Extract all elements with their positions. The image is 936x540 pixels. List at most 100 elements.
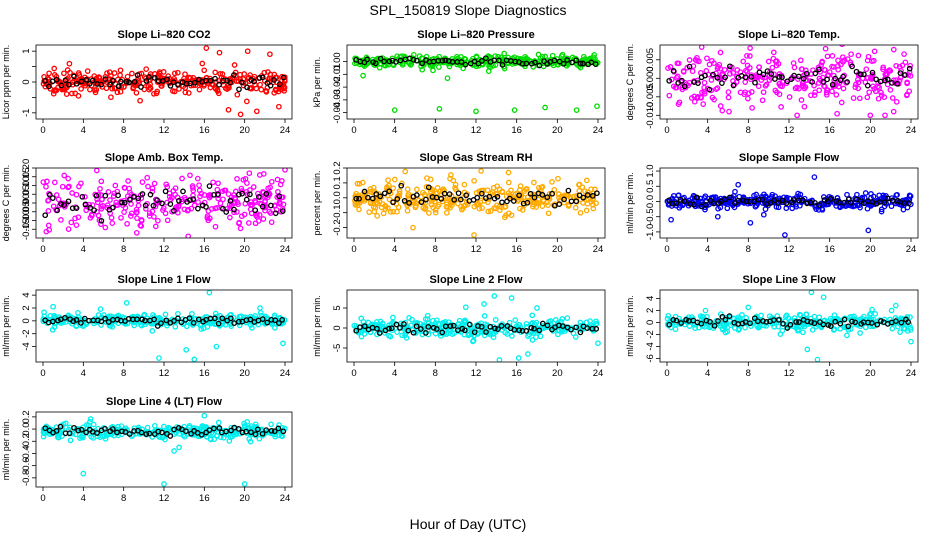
data-point <box>65 184 71 191</box>
reference-point <box>580 194 587 201</box>
y-tick-label: -2 <box>21 329 32 337</box>
data-point <box>698 45 705 50</box>
reference-point <box>259 316 266 322</box>
reference-point <box>670 68 677 74</box>
reference-point <box>539 191 546 198</box>
data-point <box>359 179 366 186</box>
reference-point <box>98 318 105 325</box>
data-point <box>367 188 374 195</box>
data-point <box>816 314 823 321</box>
reference-point <box>751 315 758 322</box>
data-point <box>887 67 894 74</box>
data-point <box>109 85 116 92</box>
reference-point <box>858 71 864 78</box>
data-point <box>864 205 871 212</box>
reference-point <box>549 190 555 197</box>
data-point <box>772 87 779 94</box>
reference-point <box>809 79 815 85</box>
y-tick-label: -0.4 <box>21 445 32 461</box>
data-point <box>904 80 910 87</box>
reference-point <box>455 190 462 197</box>
reference-point <box>730 82 737 89</box>
data-point <box>220 434 227 441</box>
x-tick-label: 8 <box>433 368 438 379</box>
data-point <box>533 334 539 341</box>
reference-point <box>413 323 420 330</box>
data-point <box>169 195 175 201</box>
reference-point <box>374 325 380 332</box>
data-point <box>234 175 240 182</box>
data-point <box>158 83 165 89</box>
data-point <box>785 315 792 322</box>
reference-point <box>673 317 680 324</box>
data-point <box>258 86 265 93</box>
reference-point <box>215 320 222 327</box>
reference-point <box>143 431 150 437</box>
data-point <box>151 90 157 97</box>
data-point <box>812 89 818 96</box>
data-point <box>813 202 819 209</box>
plot-panel: Slope Li–820 Temp. degrees C per min. 0 4 8 1… <box>625 29 919 136</box>
data-point <box>445 330 452 336</box>
data-point <box>106 69 113 75</box>
reference-point <box>884 76 891 83</box>
data-point <box>443 209 450 216</box>
reference-point <box>73 317 80 323</box>
data-point <box>179 175 185 182</box>
data-point <box>704 55 710 62</box>
reference-point <box>231 72 237 78</box>
data-point <box>484 187 491 194</box>
data-point <box>536 184 542 191</box>
reference-point <box>804 318 811 325</box>
data-point <box>878 208 885 215</box>
y-tick-label: 0.1 <box>332 176 343 189</box>
reference-point <box>803 70 810 77</box>
data-point <box>531 179 537 186</box>
data-point <box>803 311 810 318</box>
data-point <box>68 219 75 226</box>
reference-point <box>239 190 245 197</box>
reference-point <box>127 196 133 203</box>
reference-point <box>110 77 116 84</box>
data-point <box>225 314 231 321</box>
reference-point <box>425 184 432 191</box>
data-point <box>833 91 840 98</box>
data-point <box>902 59 909 66</box>
reference-point <box>536 62 543 69</box>
reference-point <box>565 187 572 194</box>
data-point <box>182 71 188 78</box>
data-point <box>529 312 536 319</box>
reference-point <box>231 206 237 213</box>
panel-title: Slope Li–820 Temp. <box>738 29 840 41</box>
reference-point <box>54 207 61 214</box>
data-point <box>247 202 254 208</box>
x-tick-label: 4 <box>392 125 397 136</box>
data-point <box>153 90 160 97</box>
data-point <box>414 186 420 193</box>
data-point <box>162 311 169 318</box>
plot-panel: Slope Line 3 Flow ml/min per min. 0 4 8 12 16 2… <box>625 274 919 379</box>
reference-point <box>223 428 229 435</box>
reference-point <box>252 207 259 214</box>
data-point <box>195 199 201 205</box>
data-point <box>882 112 888 119</box>
reference-point <box>840 200 847 206</box>
outlier-point <box>770 49 777 56</box>
data-point <box>76 183 82 190</box>
reference-point <box>475 60 482 67</box>
reference-point <box>119 199 125 206</box>
data-point <box>797 57 804 64</box>
reference-point <box>504 198 510 205</box>
reference-point <box>457 196 464 203</box>
data-point <box>772 58 779 65</box>
data-point <box>387 333 394 340</box>
data-point <box>272 320 279 326</box>
reference-point <box>837 77 844 83</box>
reference-point <box>783 200 790 207</box>
reference-point <box>162 188 169 195</box>
data-point <box>402 332 408 339</box>
data-point <box>430 204 436 211</box>
y-axis-label: ml/min per min. <box>1 419 11 481</box>
reference-point <box>683 316 689 323</box>
data-point <box>276 422 282 428</box>
